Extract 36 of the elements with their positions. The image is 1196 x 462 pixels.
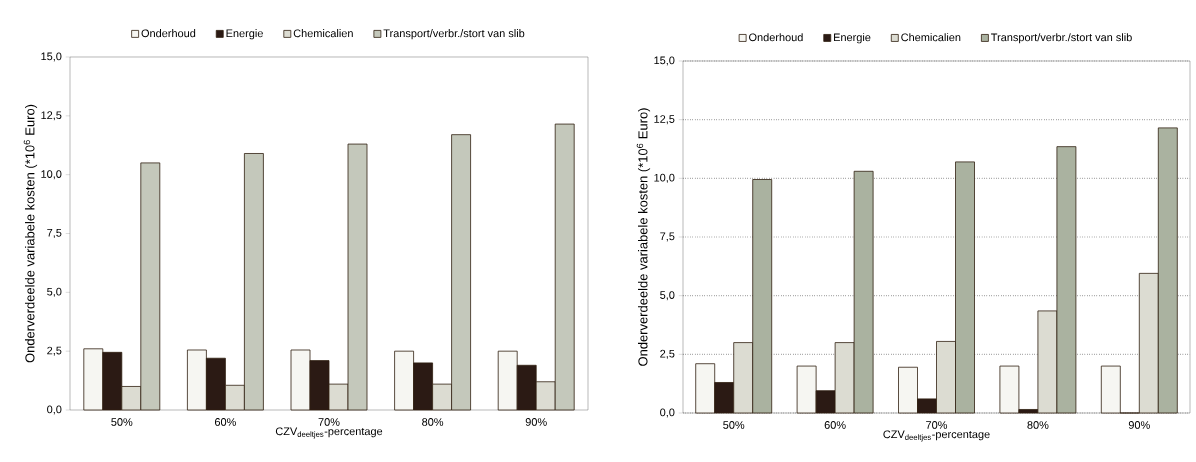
legend-label: Energie	[834, 33, 871, 44]
x-tick-label: 80%	[1027, 421, 1049, 429]
y-tick-label: 15,0	[41, 52, 62, 62]
legend-label: Chemicalien	[901, 33, 961, 42]
x-tick-label: 50%	[111, 418, 133, 426]
x-tick-label: 90%	[1128, 421, 1150, 429]
y-tick-label: 0,0	[660, 408, 675, 418]
y-tick-label: 7,5	[47, 229, 62, 238]
y-tick-label: 2,5	[47, 346, 62, 356]
y-tick-label: 12,5	[654, 115, 675, 125]
legend-label: Transport/verbr./stort van slib	[991, 33, 1132, 44]
x-tick-label: 70%	[318, 418, 340, 426]
x-axis-title: CZV$_{deeltjes}$-percentage	[883, 430, 990, 442]
x-tick-label: 50%	[723, 421, 745, 429]
legend-label: Energie	[226, 29, 263, 40]
y-tick-label: 5,0	[660, 291, 675, 301]
x-tick-label: 60%	[215, 418, 236, 426]
y-axis-title: Onderverdeelde variabele kosten (*10$^{6}$ Euro)	[23, 104, 38, 363]
legend-label: Chemicalien	[293, 29, 353, 38]
y-axis-title: Onderverdeelde variabele kosten (*10$^{6}$ Euro)	[636, 108, 651, 366]
x-tick-label: 70%	[926, 421, 948, 429]
x-axis-title: CZV$_{deeltjes}$-percentage	[275, 427, 383, 439]
y-tick-label: 0,0	[47, 405, 62, 415]
y-tick-label: 12,5	[41, 111, 62, 121]
y-tick-label: 10,0	[654, 173, 675, 183]
y-tick-label: 2,5	[660, 349, 675, 359]
x-tick-label: 80%	[422, 418, 444, 426]
x-tick-label: 60%	[824, 421, 846, 429]
legend-label: Transport/verbr./stort van slib	[383, 29, 525, 40]
y-tick-label: 15,0	[654, 56, 675, 66]
x-tick-label: 90%	[525, 418, 547, 426]
legend-label: Onderhoud	[141, 29, 196, 38]
y-tick-label: 7,5	[660, 232, 675, 242]
y-tick-label: 10,0	[41, 170, 62, 180]
y-tick-label: 5,0	[47, 287, 62, 297]
legend-label: Onderhoud	[749, 33, 803, 42]
